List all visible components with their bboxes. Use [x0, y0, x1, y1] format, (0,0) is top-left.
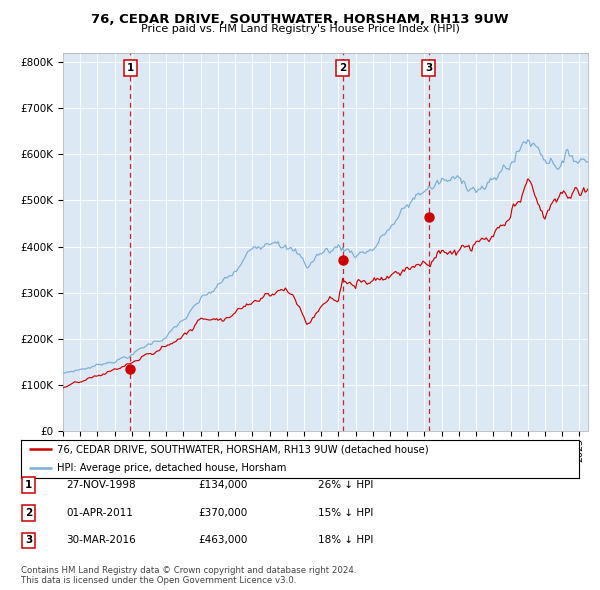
Text: 2: 2 [25, 508, 32, 517]
Text: 76, CEDAR DRIVE, SOUTHWATER, HORSHAM, RH13 9UW: 76, CEDAR DRIVE, SOUTHWATER, HORSHAM, RH… [91, 13, 509, 26]
Text: Price paid vs. HM Land Registry's House Price Index (HPI): Price paid vs. HM Land Registry's House … [140, 24, 460, 34]
Text: 01-APR-2011: 01-APR-2011 [66, 508, 133, 517]
Text: Contains HM Land Registry data © Crown copyright and database right 2024.
This d: Contains HM Land Registry data © Crown c… [21, 566, 356, 585]
Text: 76, CEDAR DRIVE, SOUTHWATER, HORSHAM, RH13 9UW (detached house): 76, CEDAR DRIVE, SOUTHWATER, HORSHAM, RH… [57, 444, 429, 454]
Text: £463,000: £463,000 [198, 536, 247, 545]
Text: 1: 1 [25, 480, 32, 490]
Text: 2: 2 [339, 63, 346, 73]
Text: £134,000: £134,000 [198, 480, 247, 490]
Text: 26% ↓ HPI: 26% ↓ HPI [318, 480, 373, 490]
Text: 30-MAR-2016: 30-MAR-2016 [66, 536, 136, 545]
Text: £370,000: £370,000 [198, 508, 247, 517]
Text: 27-NOV-1998: 27-NOV-1998 [66, 480, 136, 490]
Text: 1: 1 [127, 63, 134, 73]
Text: 3: 3 [425, 63, 433, 73]
Text: 18% ↓ HPI: 18% ↓ HPI [318, 536, 373, 545]
Text: 3: 3 [25, 536, 32, 545]
Text: 15% ↓ HPI: 15% ↓ HPI [318, 508, 373, 517]
Text: HPI: Average price, detached house, Horsham: HPI: Average price, detached house, Hors… [57, 463, 287, 473]
